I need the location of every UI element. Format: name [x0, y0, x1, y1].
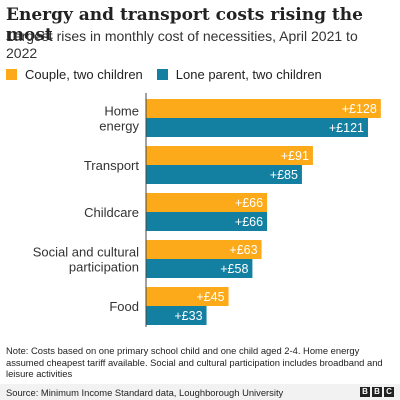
data-label-childcare-series-1: +£66	[235, 196, 263, 210]
data-label-food-series-1: +£45	[196, 290, 224, 304]
legend-label-lone-parent: Lone parent, two children	[175, 67, 322, 82]
data-label-home-energy-series-1: +£128	[342, 102, 377, 116]
category-label-social-and-cultural-participation-line-1: Social and cultural	[33, 245, 139, 260]
bar-childcare-series-1	[146, 193, 268, 212]
legend-label-couple: Couple, two children	[25, 67, 143, 82]
logo-letter-b2: B	[372, 387, 382, 397]
category-label-home-energy-line-1: Home	[104, 104, 139, 119]
data-label-childcare-series-2: +£66	[235, 215, 263, 229]
data-label-transport-series-2: +£85	[270, 168, 298, 182]
bbc-logo: B B C	[358, 387, 394, 397]
source-text: Source: Minimum Income Standard data, Lo…	[6, 387, 284, 398]
chart-legend: Couple, two children Lone parent, two ch…	[6, 67, 336, 82]
bar-social-and-cultural-participation-series-2	[146, 259, 253, 278]
bar-home-energy-series-1	[146, 99, 381, 118]
chart-note: Note: Costs based on one primary school …	[6, 345, 383, 379]
legend-swatch-couple	[6, 69, 17, 80]
bar-transport-series-1	[146, 146, 313, 165]
chart-title: Energy and transport costs rising the mo…	[6, 5, 363, 45]
data-label-food-series-2: +£33	[174, 309, 202, 323]
category-label-social-and-cultural-participation-line-2: participation	[69, 260, 139, 275]
category-label-home-energy-line-2: energy	[99, 119, 139, 134]
category-label-transport: Transport	[84, 158, 140, 173]
bar-transport-series-2	[146, 165, 302, 184]
legend-swatch-lone-parent	[156, 69, 168, 80]
footer: Source: Minimum Income Standard data, Lo…	[0, 384, 400, 400]
chart-subtitle: Largest rises in monthly cost of necessi…	[6, 28, 358, 61]
bar-home-energy-series-2	[146, 118, 368, 137]
bar-food-series-2	[146, 306, 207, 325]
data-label-home-energy-series-2: +£121	[329, 121, 364, 135]
data-label-transport-series-1: +£91	[281, 149, 309, 163]
legend-item-couple: Couple, two children	[6, 67, 143, 82]
category-label-childcare: Childcare	[84, 205, 139, 220]
data-label-social-and-cultural-participation-series-1: +£63	[229, 243, 257, 257]
data-label-social-and-cultural-participation-series-2: +£58	[220, 262, 248, 276]
logo-letter-b1: B	[360, 387, 370, 397]
bar-food-series-1	[146, 287, 229, 306]
category-label-food: Food	[109, 299, 139, 314]
bar-social-and-cultural-participation-series-1	[146, 240, 262, 259]
logo-letter-c: C	[384, 387, 394, 397]
legend-item-lone-parent: Lone parent, two children	[156, 67, 322, 82]
bar-childcare-series-2	[146, 212, 268, 231]
